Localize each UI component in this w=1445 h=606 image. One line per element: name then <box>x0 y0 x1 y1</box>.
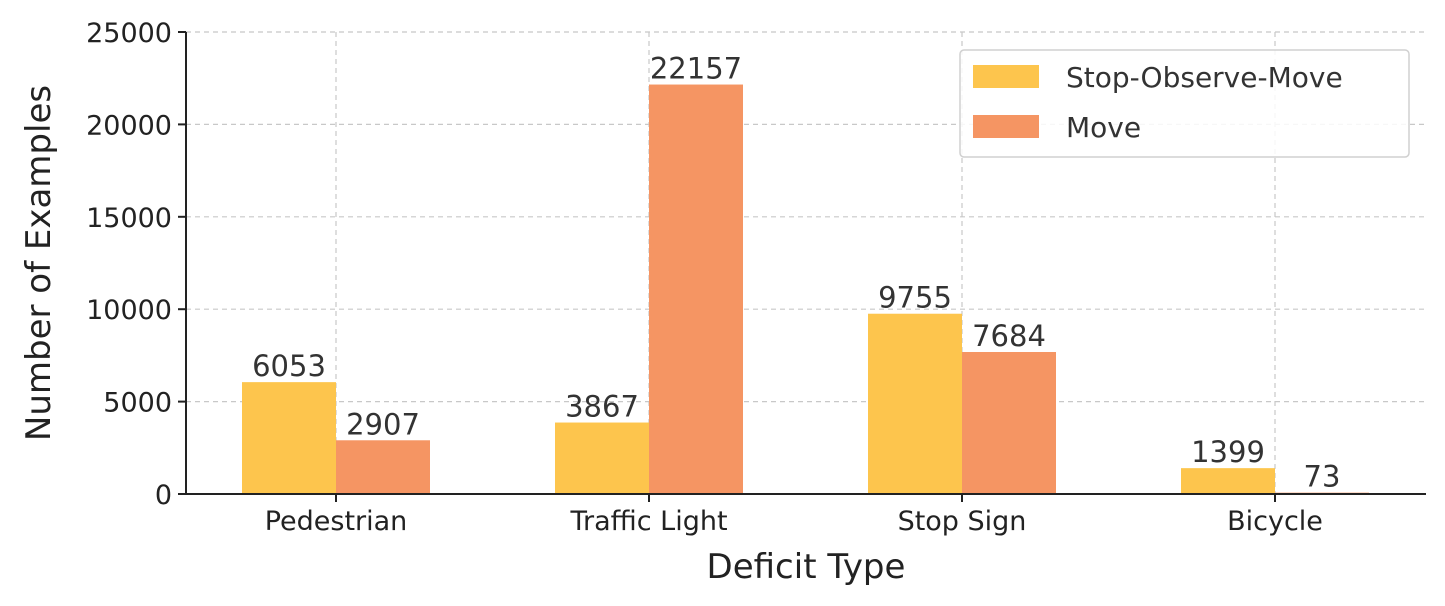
y-tick-label-0: 0 <box>155 480 172 511</box>
data-label-move-traffic-light: 22157 <box>650 52 742 86</box>
bar-stop-observe-move-stop-sign <box>868 313 962 494</box>
x-tick-label-traffic-light: Traffic Light <box>569 506 727 537</box>
legend-label-stop-observe-move: Stop-Observe-Move <box>1066 61 1343 94</box>
x-axis-title: Deficit Type <box>707 547 906 587</box>
legend-label-move: Move <box>1066 111 1141 144</box>
y-axis-title: Number of Examples <box>19 85 59 441</box>
data-label-move-stop-sign: 7684 <box>972 319 1046 353</box>
bar-move-pedestrian <box>336 440 430 494</box>
legend: Stop-Observe-Move Move <box>959 49 1410 158</box>
data-label-stop-observe-move-bicycle: 1399 <box>1191 435 1265 469</box>
axes <box>185 32 1426 495</box>
data-label-stop-observe-move-pedestrian: 6053 <box>252 349 326 383</box>
bar-move-stop-sign <box>962 351 1056 494</box>
legend-swatch-move <box>973 115 1039 138</box>
x-tick-label-bicycle: Bicycle <box>1227 506 1323 537</box>
ticks: 0 5000 10000 15000 20000 25000 Pedestrian Traff… <box>86 18 1323 537</box>
x-tick-label-pedestrian: Pedestrian <box>265 506 408 537</box>
x-tick-label-stop-sign: Stop Sign <box>898 506 1027 537</box>
legend-swatch-stop-observe-move <box>973 65 1039 88</box>
y-tick-label-20000: 20000 <box>86 110 172 141</box>
data-label-move-bicycle: 73 <box>1304 460 1341 494</box>
bars <box>242 84 1369 495</box>
y-tick-label-15000: 15000 <box>86 203 172 234</box>
bar-move-traffic-light <box>649 84 743 495</box>
y-tick-label-10000: 10000 <box>86 295 172 326</box>
data-label-stop-observe-move-traffic-light: 3867 <box>565 390 639 424</box>
bar-stop-observe-move-bicycle <box>1181 468 1275 494</box>
data-label-move-pedestrian: 2907 <box>346 407 420 441</box>
data-labels: 6053 3867 9755 1399 2907 22157 7684 73 <box>252 52 1340 494</box>
y-tick-label-5000: 5000 <box>103 388 172 419</box>
legend-box <box>959 49 1410 158</box>
data-label-stop-observe-move-stop-sign: 9755 <box>878 281 952 315</box>
bar-stop-observe-move-pedestrian <box>242 382 336 494</box>
bar-stop-observe-move-traffic-light <box>555 422 649 494</box>
y-tick-label-25000: 25000 <box>86 18 172 49</box>
